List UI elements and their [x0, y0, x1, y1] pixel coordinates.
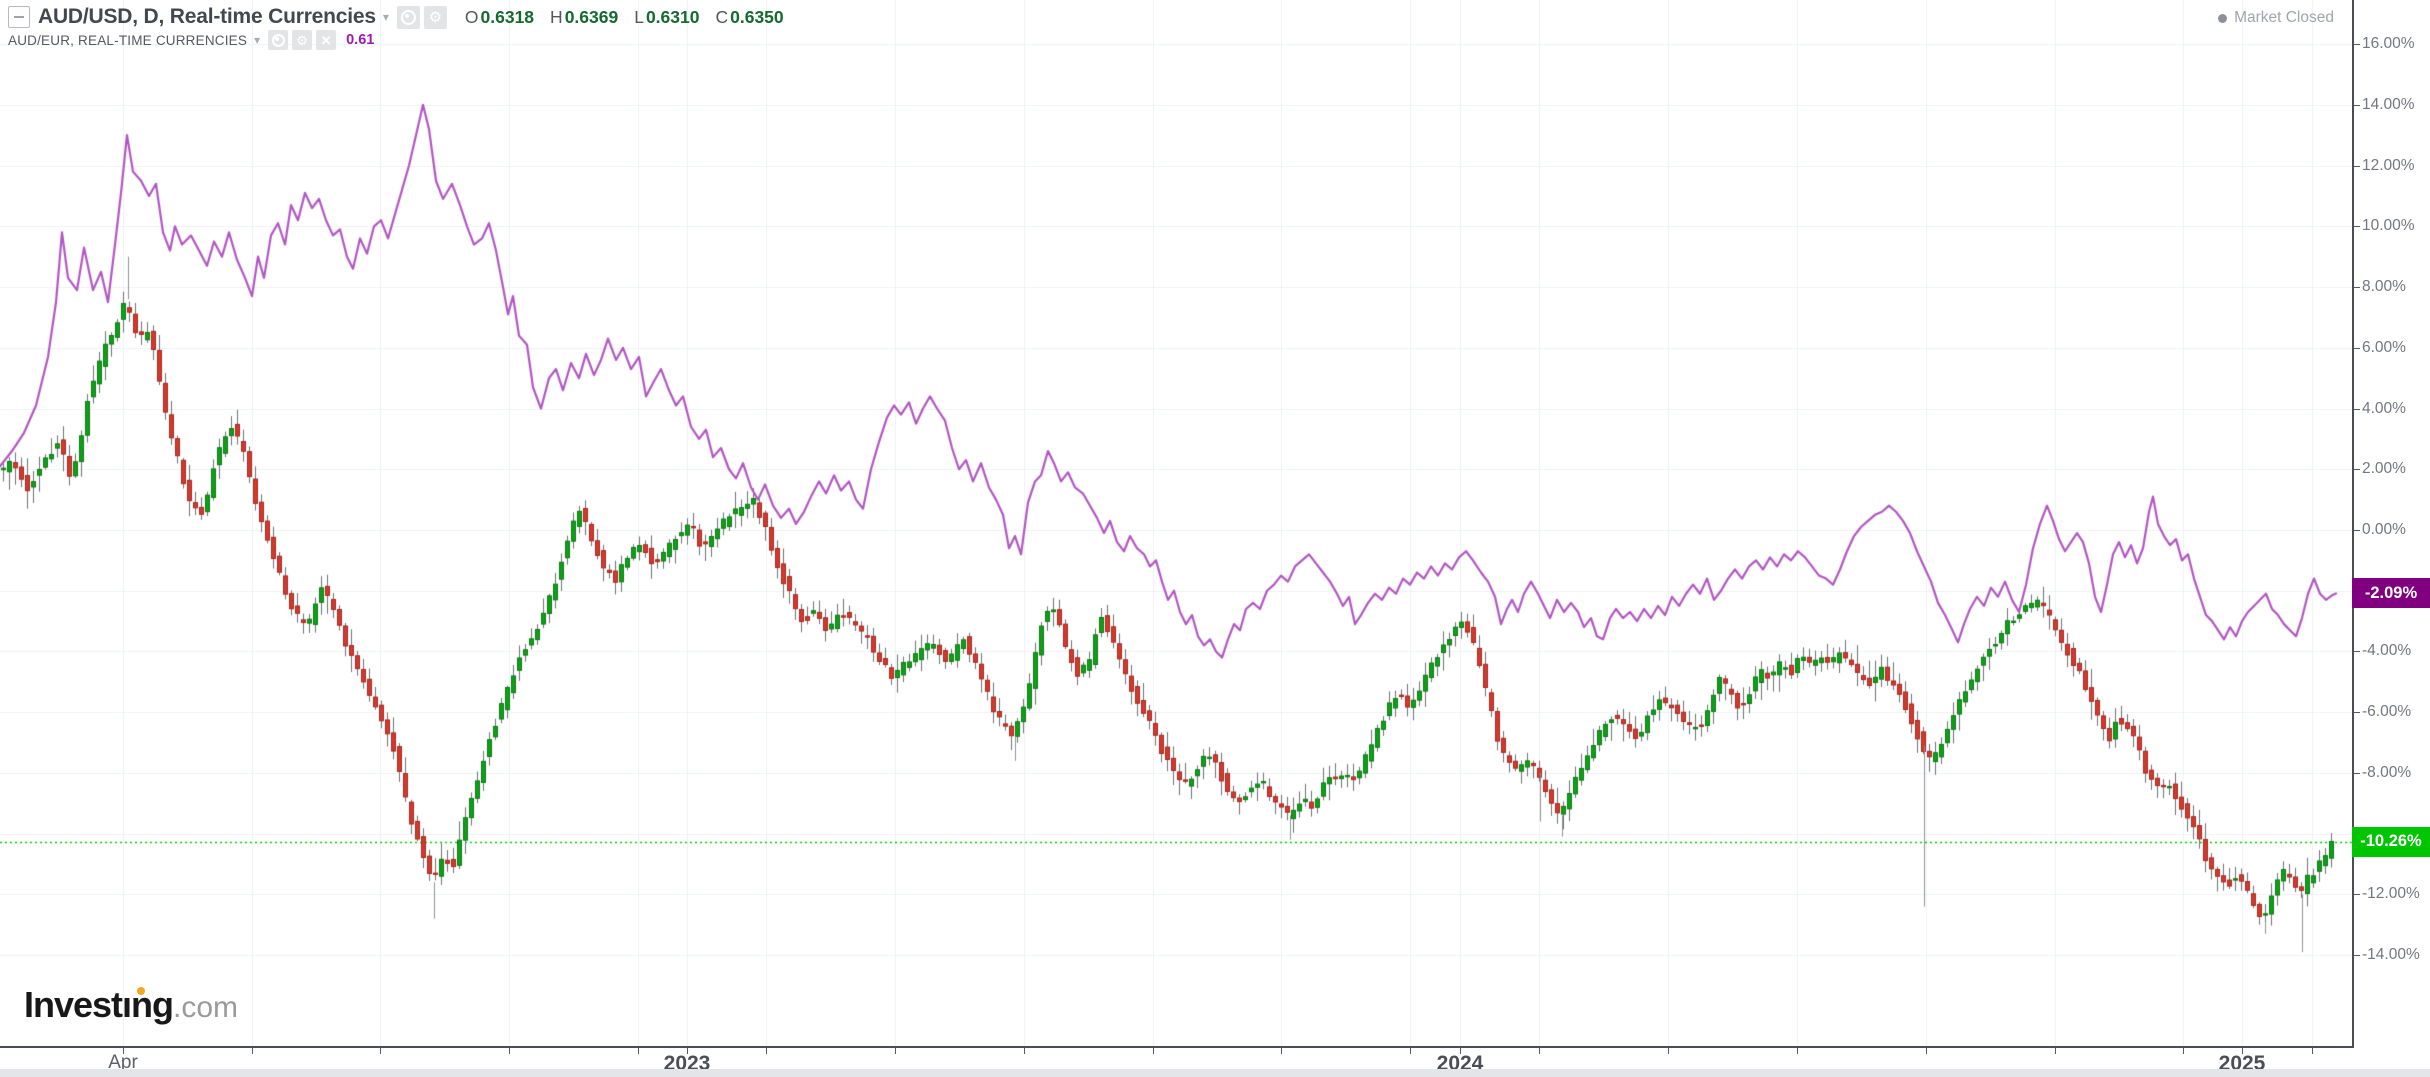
bottom-scrollbar-strip[interactable] [0, 1069, 2430, 1077]
y-tick-mark [2354, 287, 2360, 289]
overlay-hide-button[interactable] [268, 30, 289, 50]
x-tick-label: Apr [108, 1052, 138, 1073]
logo-brand-text: Investıng [24, 984, 174, 1025]
overlay-settings-button[interactable]: ⚙ [292, 30, 313, 50]
overlay-last-value: 0.61 [346, 32, 375, 48]
chevron-down-icon[interactable]: ▾ [382, 10, 389, 24]
x-tick-mark [509, 1048, 510, 1054]
x-tick-mark [1926, 1048, 1927, 1054]
y-tick-mark [2354, 712, 2360, 714]
gear-icon: ⚙ [428, 8, 443, 26]
y-tick-mark [2354, 651, 2360, 653]
minus-icon [14, 16, 24, 18]
y-tick-label: 4.00% [2362, 399, 2406, 417]
x-tick-mark [2242, 1048, 2243, 1054]
y-tick-label: 6.00% [2362, 338, 2406, 356]
y-tick-label: 8.00% [2362, 278, 2406, 296]
overlay-title[interactable]: AUD/EUR, REAL-TIME CURRENCIES [8, 32, 248, 48]
x-tick-mark [380, 1048, 381, 1054]
y-tick-mark [2354, 408, 2360, 410]
investing-logo: Investıng.com [24, 984, 238, 1026]
x-tick-mark [1460, 1048, 1461, 1054]
close-value: C 0.6350 [715, 6, 784, 27]
x-tick-mark [1539, 1048, 1540, 1054]
overlay-remove-button[interactable]: ✕ [316, 30, 337, 50]
x-tick-mark [1153, 1048, 1154, 1054]
symbol-title[interactable]: AUD/USD, D, Real-time Currencies [38, 5, 376, 28]
close-icon: ✕ [320, 32, 332, 48]
y-tick-label: 14.00% [2362, 95, 2415, 113]
x-tick-mark [1668, 1048, 1669, 1054]
x-tick-mark [1024, 1048, 1025, 1054]
aud-usd-price-badge: -10.26% [2352, 826, 2430, 857]
logo-suffix-text: .com [173, 991, 239, 1024]
x-tick-mark [123, 1048, 124, 1054]
y-tick-mark [2354, 894, 2360, 896]
y-tick-label: -12.00% [2362, 885, 2420, 903]
x-tick-mark [2055, 1048, 2056, 1054]
market-status: Market Closed [2218, 9, 2334, 27]
x-tick-mark [1281, 1048, 1282, 1054]
open-value: O 0.6318 [464, 6, 535, 27]
y-tick-label: -14.00% [2362, 946, 2420, 964]
high-value: H 0.6369 [550, 6, 619, 27]
overlay-header-row: AUD/EUR, REAL-TIME CURRENCIES ▾ ⚙ ✕ 0.61 [8, 30, 374, 50]
y-tick-label: -8.00% [2362, 763, 2412, 781]
x-tick-mark [1410, 1048, 1411, 1054]
x-tick-mark [2183, 1048, 2184, 1054]
x-tick-mark [895, 1048, 896, 1054]
y-tick-mark [2354, 226, 2360, 228]
y-tick-mark [2354, 347, 2360, 349]
ohlc-values: O 0.6318 H 0.6369 L 0.6310 C 0.6350 [465, 7, 800, 28]
y-tick-mark [2354, 772, 2360, 774]
y-tick-mark [2354, 530, 2360, 531]
x-tick-mark [687, 1048, 688, 1054]
y-tick-label: 0.00% [2362, 521, 2406, 538]
hide-series-button[interactable] [396, 5, 420, 29]
eye-icon [400, 9, 416, 25]
y-tick-mark [2354, 44, 2360, 46]
eye-icon [271, 33, 285, 47]
gear-icon: ⚙ [296, 32, 308, 48]
y-tick-label: -4.00% [2362, 642, 2412, 660]
market-status-label: Market Closed [2234, 9, 2334, 26]
low-value: L 0.6310 [634, 6, 700, 27]
y-tick-mark [2354, 104, 2360, 106]
y-tick-mark [2354, 165, 2360, 167]
aud-eur-price-badge: -2.09% [2352, 578, 2430, 609]
chevron-down-icon[interactable]: ▾ [254, 33, 261, 47]
logo-orange-dot-icon [137, 987, 145, 995]
y-tick-mark [2354, 469, 2360, 471]
symbol-header-row: AUD/USD, D, Real-time Currencies ▾ ⚙ O 0.… [8, 5, 800, 29]
series-settings-button[interactable]: ⚙ [423, 5, 447, 29]
y-tick-label: 2.00% [2362, 460, 2406, 478]
x-tick-mark [252, 1048, 253, 1054]
x-tick-mark [2312, 1048, 2313, 1054]
y-tick-mark [2354, 955, 2360, 957]
y-tick-label: 16.00% [2362, 35, 2415, 53]
price-axis-line [2352, 0, 2354, 1046]
x-tick-mark [766, 1048, 767, 1054]
y-tick-label: -6.00% [2362, 703, 2412, 721]
x-tick-mark [638, 1048, 639, 1054]
y-tick-label: 12.00% [2362, 156, 2415, 174]
collapse-icon[interactable] [8, 6, 30, 28]
x-tick-mark [1797, 1048, 1798, 1054]
time-axis-line [0, 1046, 2354, 1048]
price-chart-canvas[interactable] [0, 0, 2352, 1046]
status-dot-icon [2218, 13, 2228, 23]
y-tick-label: 10.00% [2362, 217, 2415, 235]
